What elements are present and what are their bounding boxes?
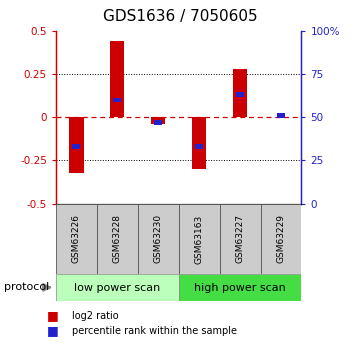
Bar — [233, 69, 247, 117]
Text: GSM63226: GSM63226 — [72, 214, 81, 264]
Text: percentile rank within the sample: percentile rank within the sample — [72, 326, 237, 335]
Bar — [219, 204, 261, 274]
Bar — [56, 204, 97, 274]
Bar — [179, 274, 301, 301]
Bar — [97, 204, 138, 274]
Text: GSM63230: GSM63230 — [154, 214, 163, 264]
Bar — [195, 144, 203, 149]
Text: GSM63228: GSM63228 — [113, 214, 122, 264]
Bar — [151, 117, 165, 124]
Text: ■: ■ — [47, 324, 59, 337]
Bar — [179, 204, 219, 274]
Bar — [236, 92, 244, 97]
Text: GSM63227: GSM63227 — [236, 214, 244, 264]
Bar — [69, 117, 83, 172]
Text: log2 ratio: log2 ratio — [72, 311, 119, 321]
Bar — [154, 120, 162, 125]
Bar — [56, 274, 179, 301]
Bar — [192, 117, 206, 169]
Text: low power scan: low power scan — [74, 283, 160, 293]
Bar — [277, 113, 285, 118]
Bar — [73, 144, 81, 149]
Bar — [110, 41, 125, 117]
Bar — [261, 204, 301, 274]
Text: GDS1636 / 7050605: GDS1636 / 7050605 — [103, 9, 258, 23]
Bar — [113, 98, 121, 102]
Text: protocol: protocol — [4, 283, 49, 292]
Bar — [138, 204, 179, 274]
Text: high power scan: high power scan — [194, 283, 286, 293]
Text: ■: ■ — [47, 309, 59, 322]
Text: GSM63163: GSM63163 — [195, 214, 204, 264]
Text: GSM63229: GSM63229 — [277, 214, 286, 264]
